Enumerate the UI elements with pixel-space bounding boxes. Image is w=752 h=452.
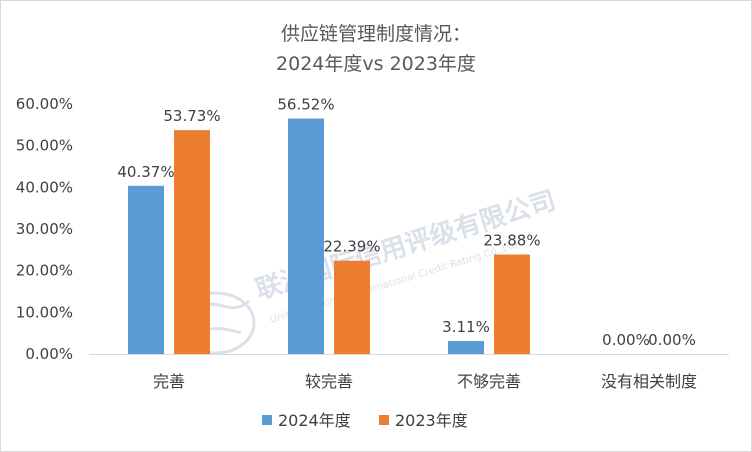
y-tick-label: 0.00% (25, 345, 73, 363)
bar (128, 185, 164, 354)
data-label: 56.52% (277, 96, 334, 114)
y-tick-label: 60.00% (16, 95, 73, 113)
bar (448, 341, 484, 354)
x-axis: 完善 较完善 不够完善 没有相关制度 (89, 354, 729, 391)
legend-label-2023: 2023年度 (395, 411, 468, 430)
data-label: 40.37% (117, 163, 174, 181)
data-label: 0.00% (648, 331, 696, 349)
y-tick-label: 30.00% (16, 220, 73, 238)
y-tick-label: 20.00% (16, 262, 73, 280)
data-label: 53.73% (163, 107, 220, 125)
bar (288, 118, 324, 354)
bar (334, 260, 370, 354)
x-tick-label: 较完善 (305, 372, 353, 391)
data-label: 3.11% (442, 318, 490, 336)
bar (494, 254, 530, 354)
chart-title-line-1: 供应链管理制度情况： (281, 23, 471, 45)
x-tick-label: 不够完善 (457, 372, 521, 391)
bars: 40.37% 53.73% 56.52% 22.39% 3.11% 23.88% 0.00%… (117, 96, 696, 354)
x-tick-label: 完善 (153, 372, 185, 391)
legend: 2024年度 2023年度 (262, 411, 468, 430)
legend-swatch-2024 (262, 415, 272, 425)
legend-swatch-2023 (379, 415, 389, 425)
chart-title-line-2: 2024年度vs 2023年度 (276, 53, 476, 75)
data-label: 0.00% (602, 331, 650, 349)
bar (174, 130, 210, 354)
y-tick-label: 50.00% (16, 137, 73, 155)
x-tick-label: 没有相关制度 (601, 372, 697, 391)
legend-label-2024: 2024年度 (278, 411, 351, 430)
y-tick-label: 40.00% (16, 178, 73, 196)
y-tick-label: 10.00% (16, 303, 73, 321)
y-axis: 0.00% 10.00% 20.00% 30.00% 40.00% 50.00% 60.00… (16, 95, 73, 363)
data-label: 22.39% (323, 238, 380, 256)
data-label: 23.88% (483, 232, 540, 250)
